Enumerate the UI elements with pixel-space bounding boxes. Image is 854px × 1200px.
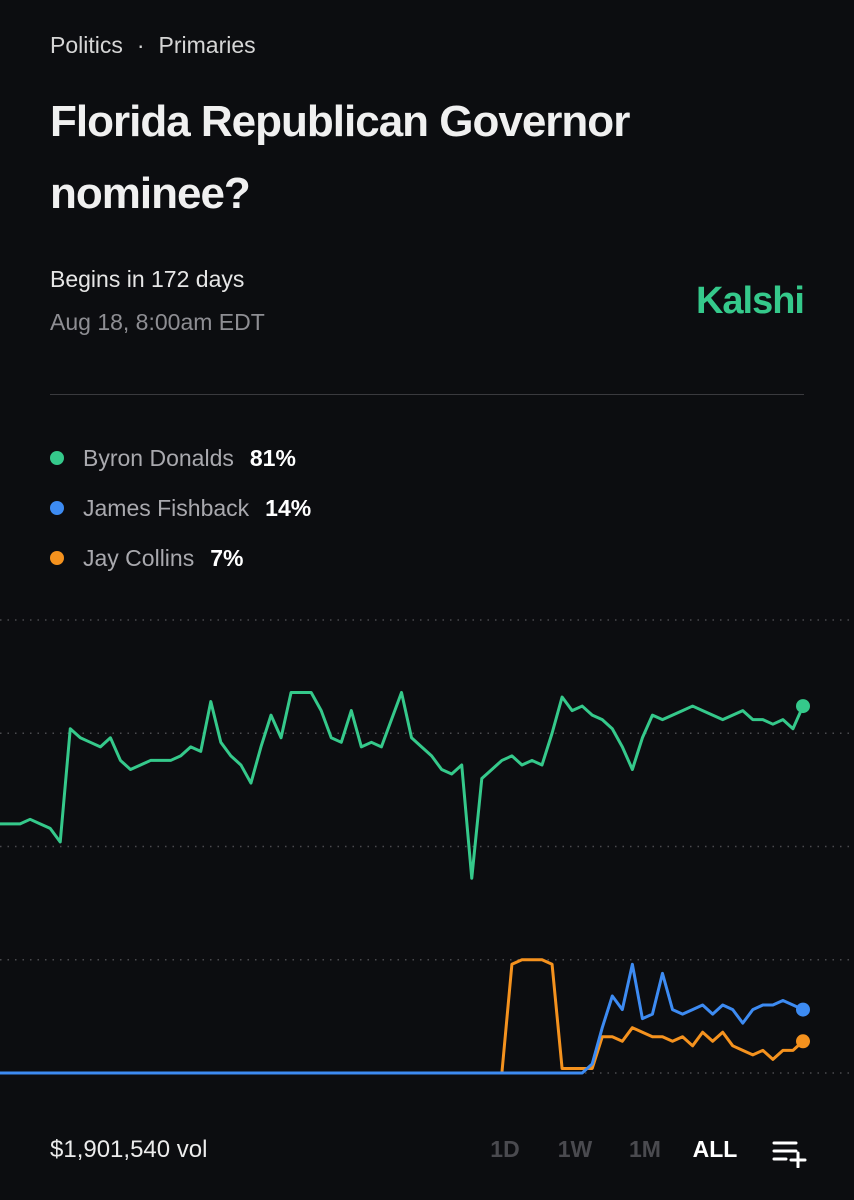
series-line (0, 958, 805, 1075)
range-button[interactable]: 1W (557, 1136, 593, 1162)
breadcrumb-item[interactable]: Politics (50, 32, 123, 58)
range-selector: 1D 1W 1M ALL (470, 1136, 750, 1163)
end-dot (796, 699, 810, 714)
chart (0, 619, 854, 1075)
legend-name: Byron Donalds (83, 444, 234, 471)
range-button[interactable]: 1M (629, 1136, 661, 1162)
legend-dot (50, 551, 64, 565)
brand[interactable]: Kalshi (695, 280, 805, 322)
title: Florida Republican Governor nominee? (50, 97, 630, 218)
legend-item: Jay Collins 7% (50, 533, 311, 583)
legend-name: James Fishback (83, 494, 250, 521)
legend-item: James Fishback 14% (50, 483, 311, 533)
legend-dot (50, 451, 64, 465)
separator: · (136, 32, 145, 58)
legend: Byron Donalds 81% James Fishback 14% Jay Col… (50, 433, 311, 583)
volume: $1,901,540 vol (50, 1136, 208, 1163)
legend-value: 81% (249, 444, 296, 471)
status: Begins in 172 days (50, 266, 245, 292)
legend-item: Byron Donalds 81% (50, 433, 311, 483)
series-line (0, 962, 804, 1075)
series-line (0, 690, 805, 880)
divider (50, 394, 804, 395)
range-button[interactable]: 1D (490, 1136, 520, 1162)
range-button[interactable]: ALL (692, 1136, 738, 1162)
end-dot (796, 1002, 810, 1017)
legend-name: Jay Collins (83, 544, 195, 571)
legend-dot (50, 501, 64, 515)
settings-icon[interactable] (772, 1138, 808, 1168)
date: Aug 18, 8:00am EDT (50, 309, 265, 335)
breadcrumb-item[interactable]: Primaries (158, 32, 256, 58)
end-dot (796, 1034, 810, 1049)
legend-value: 14% (265, 494, 312, 521)
legend-value: 7% (210, 544, 244, 571)
breadcrumb: Politics · Primaries (50, 32, 270, 59)
